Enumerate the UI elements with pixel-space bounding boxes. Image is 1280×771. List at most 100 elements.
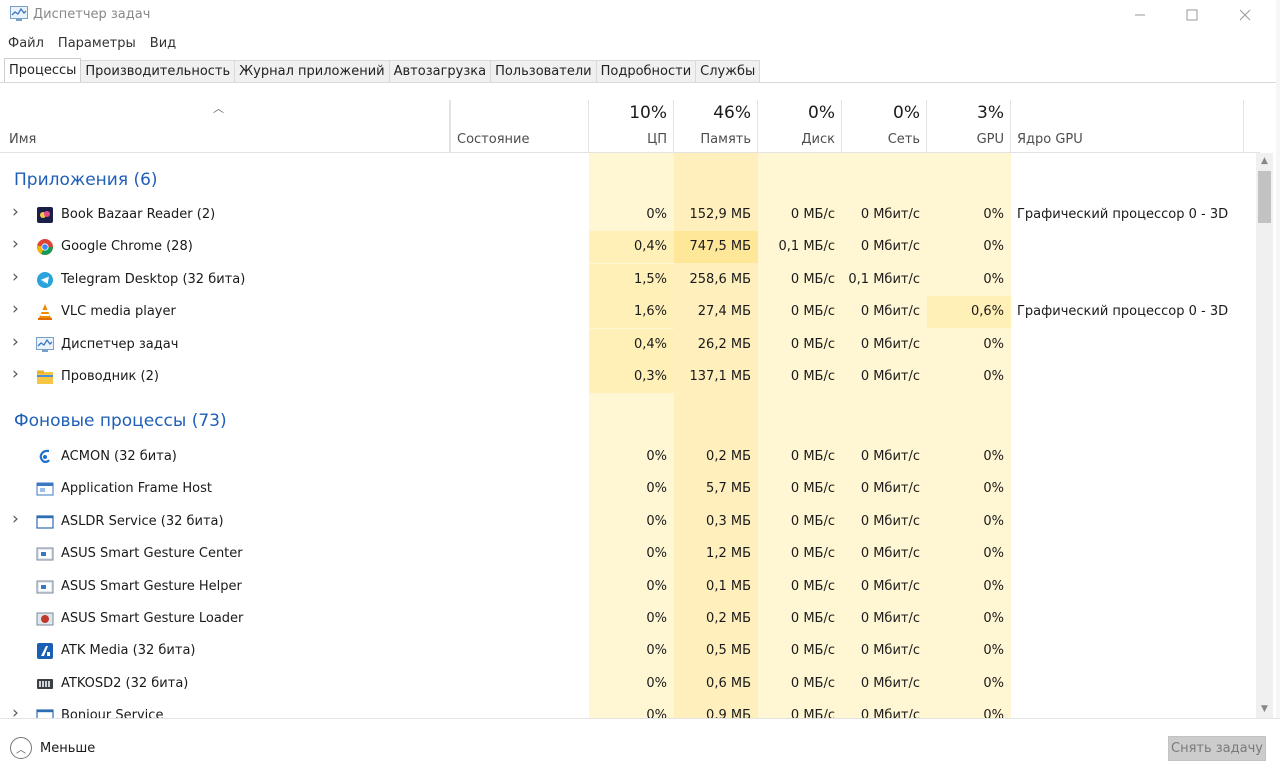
- column-network[interactable]: 0% Сеть: [842, 100, 927, 153]
- column-network-label: Сеть: [887, 132, 920, 147]
- gpu-engine-value: Графический процессор 0 - 3D: [1017, 304, 1229, 320]
- tab-startup[interactable]: Автозагрузка: [388, 60, 492, 82]
- fewer-details-button[interactable]: ︿ Меньше: [10, 737, 95, 759]
- network-value: 0 Мбит/с: [860, 708, 920, 718]
- column-gpu[interactable]: 3% GPU: [927, 100, 1011, 153]
- cpu-value: 1,5%: [633, 271, 667, 287]
- column-disk[interactable]: 0% Диск: [758, 100, 842, 153]
- menu-view[interactable]: Вид: [149, 36, 177, 51]
- cpu-value: 0%: [646, 611, 667, 626]
- cpu-value: 0%: [646, 643, 667, 659]
- chevron-right-icon[interactable]: ›: [12, 266, 19, 287]
- cpu-total: 10%: [629, 103, 667, 123]
- network-value: 0,1 Мбит/с: [848, 271, 920, 287]
- tab-users[interactable]: Пользователи: [490, 60, 597, 82]
- disk-value: 0 МБ/с: [790, 611, 835, 626]
- scroll-down-icon[interactable]: ▼: [1261, 704, 1268, 714]
- process-row[interactable]: › ASLDR Service (32 бита) 0% 0,3 МБ 0 МБ/с 0 …: [0, 506, 1256, 538]
- memory-value: 0,9 МБ: [706, 708, 751, 718]
- disk-value: 0 МБ/с: [790, 271, 835, 287]
- process-row[interactable]: ASUS Smart Gesture Helper 0% 0,1 МБ 0 МБ/с 0…: [0, 571, 1256, 603]
- tab-details[interactable]: Подробности: [595, 60, 697, 82]
- cpu-value: 0,4%: [633, 336, 667, 352]
- tab-app-history[interactable]: Журнал приложений: [234, 60, 390, 82]
- process-row[interactable]: › Диспетчер задач 0,4% 26,2 МБ 0 МБ/с 0 Мбит/…: [0, 328, 1256, 361]
- process-row[interactable]: ASUS Smart Gesture Loader 0% 0,2 МБ 0 МБ/с 0…: [0, 603, 1256, 635]
- cpu-heat-highlight: [589, 296, 674, 329]
- process-name: ATK Media (32 бита): [61, 643, 196, 659]
- disk-value: 0 МБ/с: [790, 643, 835, 659]
- tab-processes[interactable]: Процессы: [4, 58, 82, 82]
- process-name: Application Frame Host: [61, 481, 213, 497]
- process-name: Проводник (2): [61, 369, 159, 384]
- maximize-button[interactable]: [1169, 0, 1215, 30]
- gpu-value: 0%: [983, 271, 1004, 287]
- disk-value: 0 МБ/с: [790, 207, 835, 222]
- process-row[interactable]: ATKOSD2 (32 бита) 0% 0,6 МБ 0 МБ/с 0 Мбит/с 0…: [0, 668, 1256, 700]
- process-row[interactable]: ACMON (32 бита) 0% 0,2 МБ 0 МБ/с 0 Мбит/с 0%: [0, 441, 1256, 473]
- chevron-right-icon[interactable]: ›: [12, 299, 19, 320]
- disk-column-bg: [758, 153, 842, 718]
- tab-services[interactable]: Службы: [695, 60, 761, 82]
- chevron-right-icon[interactable]: ›: [12, 331, 19, 352]
- column-cpu[interactable]: 10% ЦП: [589, 100, 674, 153]
- scroll-thumb[interactable]: [1258, 171, 1271, 223]
- process-row[interactable]: › Telegram Desktop (32 бита) 1,5% 258,6 МБ 0…: [0, 263, 1256, 296]
- process-row[interactable]: › Book Bazaar Reader (2) 0% 152,9 МБ 0 МБ/с 0…: [0, 199, 1256, 231]
- network-column-bg: [842, 153, 927, 718]
- chevron-right-icon[interactable]: ›: [12, 202, 19, 222]
- memory-value: 747,5 МБ: [689, 239, 751, 255]
- cpu-heat-highlight: [589, 263, 674, 296]
- process-name: ATKOSD2 (32 бита): [61, 675, 189, 691]
- gpu-column-bg: [927, 153, 1011, 718]
- menu-file[interactable]: Файл: [8, 36, 44, 51]
- process-row[interactable]: › Bonjour Service 0% 0,9 МБ 0 МБ/с 0 Мбит/с 0%: [0, 700, 1256, 718]
- column-disk-label: Диск: [801, 132, 835, 147]
- network-value: 0 Мбит/с: [860, 546, 920, 562]
- scroll-up-icon[interactable]: ▲: [1261, 156, 1268, 166]
- process-row[interactable]: › Google Chrome (28) 0,4% 747,5 МБ 0,1 МБ/с 0…: [0, 231, 1256, 264]
- process-name: Google Chrome (28): [61, 239, 193, 255]
- chevron-right-icon[interactable]: ›: [12, 508, 19, 529]
- acmon-icon: [36, 448, 54, 466]
- column-status-label: Состояние: [457, 132, 530, 147]
- close-button[interactable]: [1222, 0, 1268, 30]
- column-name-label: Имя: [9, 132, 37, 147]
- end-task-button[interactable]: Снять задачу: [1168, 736, 1266, 761]
- chevron-right-icon[interactable]: ›: [12, 364, 19, 384]
- process-row[interactable]: ASUS Smart Gesture Center 0% 1,2 МБ 0 МБ/с 0…: [0, 538, 1256, 570]
- minimize-button[interactable]: [1117, 0, 1163, 30]
- gpu-value: 0%: [983, 449, 1004, 464]
- tab-performance[interactable]: Производительность: [80, 60, 236, 82]
- column-status[interactable]: Состояние: [450, 100, 589, 153]
- window-title: Диспетчер задач: [33, 7, 151, 22]
- fewer-details-label: Меньше: [40, 740, 96, 756]
- disk-value: 0 МБ/с: [790, 481, 835, 497]
- menu-options[interactable]: Параметры: [57, 36, 136, 51]
- asus-gesture-icon: [36, 578, 54, 596]
- network-total: 0%: [893, 103, 920, 123]
- chevron-right-icon[interactable]: ›: [12, 703, 19, 718]
- memory-value: 0,5 МБ: [706, 643, 751, 659]
- column-gpu-label: GPU: [976, 132, 1004, 147]
- column-memory[interactable]: 46% Память: [674, 100, 758, 153]
- process-row[interactable]: › Проводник (2) 0,3% 137,1 МБ 0 МБ/с 0 Мбит/с…: [0, 361, 1256, 393]
- disk-value: 0 МБ/с: [790, 369, 835, 384]
- chevron-right-icon[interactable]: ›: [12, 234, 19, 255]
- disk-value: 0 МБ/с: [790, 546, 835, 562]
- disk-value: 0 МБ/с: [790, 449, 835, 464]
- chrome-icon: [36, 238, 54, 256]
- memory-value: 26,2 МБ: [697, 336, 751, 352]
- column-gpu-engine[interactable]: Ядро GPU: [1011, 100, 1244, 153]
- memory-value: 1,2 МБ: [706, 546, 751, 562]
- vertical-scrollbar[interactable]: ▲ ▼: [1256, 153, 1273, 718]
- cpu-value: 0%: [646, 708, 667, 718]
- column-name[interactable]: Имя: [0, 100, 450, 153]
- process-row[interactable]: › VLC media player 1,6% 27,4 МБ 0 МБ/с 0 Мбит…: [0, 296, 1256, 329]
- gpu-value: 0%: [983, 708, 1004, 718]
- vlc-icon: [36, 303, 54, 321]
- memory-total: 46%: [713, 103, 751, 123]
- atk-media-icon: [36, 642, 54, 660]
- process-row[interactable]: Application Frame Host 0% 5,7 МБ 0 МБ/с 0 Мб…: [0, 473, 1256, 505]
- process-row[interactable]: ATK Media (32 бита) 0% 0,5 МБ 0 МБ/с 0 Мбит/…: [0, 635, 1256, 667]
